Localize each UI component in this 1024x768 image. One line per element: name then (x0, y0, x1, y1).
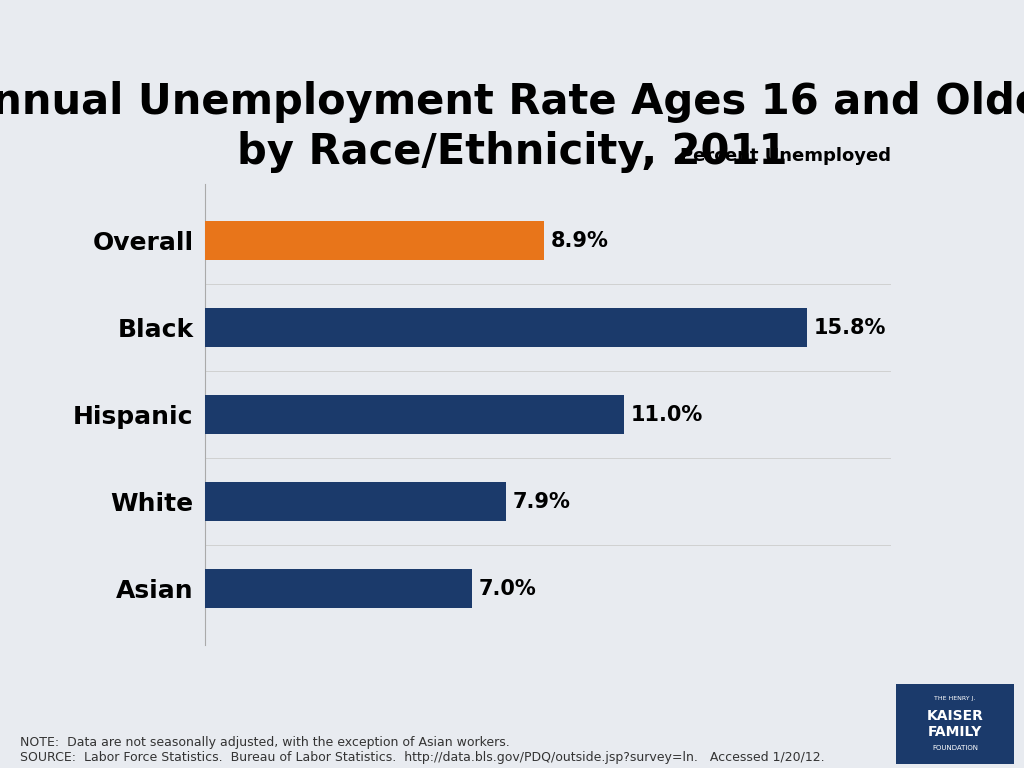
Text: 11.0%: 11.0% (631, 405, 703, 425)
Text: Annual Unemployment Rate Ages 16 and Older
by Race/Ethnicity, 2011: Annual Unemployment Rate Ages 16 and Old… (0, 81, 1024, 173)
Bar (205, 482, 506, 521)
Bar (205, 308, 807, 347)
Text: NOTE:  Data are not seasonally adjusted, with the exception of Asian workers.
SO: NOTE: Data are not seasonally adjusted, … (20, 737, 825, 764)
Text: Percent Unemployed: Percent Unemployed (680, 147, 891, 165)
Text: THE HENRY J.: THE HENRY J. (934, 696, 976, 700)
Text: 7.0%: 7.0% (478, 578, 537, 598)
Text: KAISER: KAISER (927, 709, 983, 723)
Bar (205, 396, 624, 434)
Text: FAMILY: FAMILY (928, 725, 982, 739)
Text: 15.8%: 15.8% (814, 318, 886, 338)
Bar (205, 569, 472, 608)
Text: FOUNDATION: FOUNDATION (932, 745, 978, 751)
Bar (205, 221, 544, 260)
Text: 8.9%: 8.9% (551, 231, 608, 251)
Text: 7.9%: 7.9% (513, 492, 570, 511)
